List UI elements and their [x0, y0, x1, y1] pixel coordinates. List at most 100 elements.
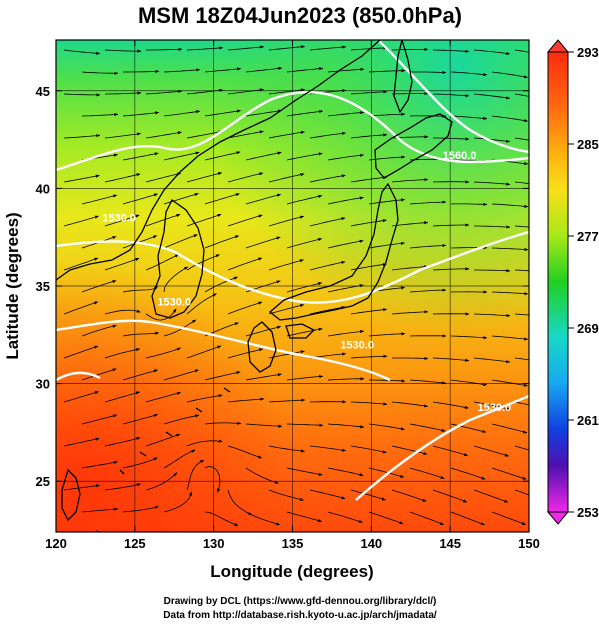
streamline — [286, 374, 324, 381]
coastline — [61, 468, 81, 522]
streamline — [409, 467, 445, 479]
streamline — [145, 308, 177, 321]
streamline — [391, 47, 429, 51]
streamline — [63, 484, 101, 491]
colorbar-tick-label: 285 — [577, 137, 599, 152]
streamline — [227, 45, 265, 51]
streamline — [186, 130, 223, 139]
streamline — [145, 472, 178, 491]
streamline — [268, 350, 305, 359]
streamline — [163, 414, 200, 425]
streamline — [514, 181, 529, 184]
coastline — [151, 199, 205, 319]
y-tick-label: 45 — [36, 84, 50, 99]
streamline — [409, 511, 445, 525]
x-axis-label: Longitude (degrees) — [210, 562, 373, 581]
streamline — [104, 49, 142, 53]
streamline — [391, 178, 429, 183]
streamline — [245, 193, 282, 205]
streamline — [104, 437, 141, 447]
streamline — [391, 401, 429, 408]
streamline — [368, 112, 406, 117]
streamline — [204, 109, 241, 117]
streamline — [368, 69, 406, 73]
streamline — [491, 115, 528, 123]
streamline — [391, 310, 429, 315]
streamline — [81, 368, 117, 381]
x-tick-label: 125 — [124, 536, 146, 551]
streamline — [122, 331, 160, 337]
x-tick-label: 150 — [518, 536, 540, 551]
streamline — [268, 445, 305, 453]
streamline — [450, 423, 487, 433]
streamline — [227, 172, 264, 183]
streamline — [104, 483, 141, 491]
credit-line-1: Drawing by DCL (https://www.gfd-dennou.o… — [164, 596, 437, 607]
streamline — [350, 489, 386, 501]
streamline — [327, 511, 363, 523]
colorbar-tick-label: 261 — [577, 413, 599, 428]
x-tick-label: 145 — [439, 536, 461, 551]
lat-lon-grid — [56, 40, 529, 532]
colorbar-top-triangle — [546, 39, 570, 53]
y-tick-label: 40 — [36, 181, 50, 196]
streamline — [227, 88, 265, 95]
coastline — [285, 323, 316, 339]
streamline — [473, 489, 509, 503]
streamline — [491, 203, 529, 208]
streamline — [122, 505, 159, 513]
streamline — [309, 445, 347, 452]
contour-line — [56, 230, 529, 304]
streamline — [186, 46, 224, 51]
streamline — [204, 465, 221, 493]
streamline — [450, 202, 488, 206]
streamline — [392, 356, 429, 361]
streamline — [450, 115, 488, 120]
streamline — [268, 130, 305, 139]
streamline — [163, 319, 197, 337]
streamline — [432, 223, 470, 227]
streamline — [268, 259, 304, 271]
streamline — [245, 109, 282, 117]
streamline — [104, 391, 140, 403]
streamline — [286, 152, 323, 161]
streamline — [391, 489, 427, 502]
streamline — [432, 267, 470, 271]
streamline — [104, 257, 140, 271]
streamline — [122, 193, 158, 205]
colorbar-tick-label: 293 — [577, 45, 599, 60]
credit-line-2: Data from http://database.rish.kyoto-u.a… — [163, 610, 437, 621]
streamline — [137, 531, 142, 532]
colorbar: 293 285 277 269 261 253 — [546, 39, 599, 525]
streamline — [245, 66, 283, 73]
streamline — [327, 329, 365, 337]
streamline — [204, 511, 239, 527]
streamline — [473, 137, 511, 143]
streamline — [204, 421, 242, 425]
streamline — [204, 235, 240, 249]
streamline — [309, 174, 346, 183]
streamline — [104, 348, 141, 359]
streamline — [491, 423, 528, 434]
streamline — [81, 460, 118, 469]
streamline — [104, 173, 141, 183]
streamline — [245, 511, 280, 526]
streamline — [368, 198, 406, 205]
y-axis-ticks: 25 30 35 40 45 — [36, 84, 529, 489]
contour-label: 1530.0 — [102, 213, 136, 225]
streamline — [145, 89, 183, 95]
streamline — [450, 467, 486, 480]
x-tick-label: 120 — [45, 536, 67, 551]
streamline — [309, 217, 346, 227]
streamline — [450, 511, 485, 526]
colorbar-scale — [547, 51, 569, 513]
streamline — [163, 68, 201, 73]
streamline — [204, 276, 238, 293]
streamline — [514, 225, 529, 228]
streamline — [81, 280, 117, 293]
streamline — [63, 174, 100, 183]
streamline — [474, 534, 508, 547]
contour-label: 1530.0 — [477, 402, 511, 414]
streamline — [369, 379, 406, 383]
streamline — [350, 90, 388, 95]
